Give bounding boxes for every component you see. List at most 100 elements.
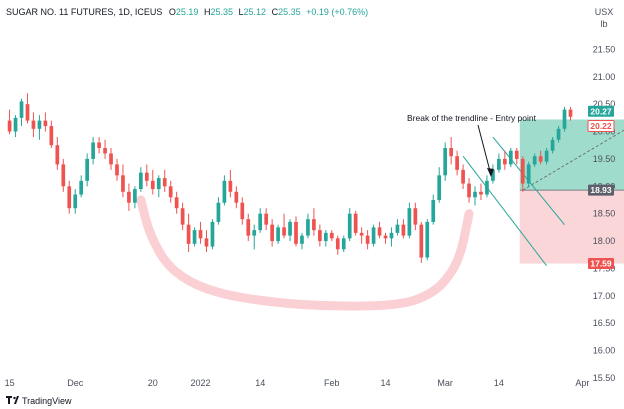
stop-price-tag-bg (588, 258, 614, 270)
candle-body (294, 221, 298, 244)
candle-87 (526, 161, 531, 187)
candle-body (365, 235, 370, 244)
candle-79 (479, 183, 483, 200)
candle-body (544, 150, 549, 162)
candle-body (532, 156, 537, 165)
candle-body (115, 164, 119, 176)
candle-body (312, 219, 316, 231)
candle-15 (97, 137, 101, 154)
candle-70 (425, 219, 430, 261)
candle-42 (258, 208, 263, 233)
candle-51 (312, 208, 316, 236)
tradingview-logo-icon[interactable] (6, 396, 19, 404)
candle-body (252, 230, 257, 236)
price-tick-label: 17.00 (593, 291, 616, 301)
candle-body (467, 183, 471, 198)
candle-29 (180, 202, 185, 231)
candle-body (288, 221, 292, 236)
low-value: 25.12 (244, 7, 267, 17)
candle-body (389, 232, 394, 239)
candle-36 (222, 175, 227, 206)
candle-90 (544, 147, 549, 165)
candle-50 (306, 213, 310, 239)
candle-body (395, 224, 400, 233)
candle-body (31, 120, 36, 129)
candle-17 (109, 147, 113, 170)
time-tick-label: 15 (5, 378, 15, 388)
candle-25 (156, 175, 161, 198)
candle-body (97, 142, 101, 148)
candle-body (329, 232, 334, 239)
candle-60 (365, 230, 370, 250)
time-tick-label: Dec (67, 378, 84, 388)
candle-body (520, 158, 525, 184)
candle-body (371, 227, 376, 244)
candle-55 (335, 235, 340, 255)
candle-body (270, 224, 274, 242)
low-label: L (239, 7, 244, 17)
candle-24 (150, 169, 155, 195)
candle-body (150, 180, 155, 190)
last-price-tag-bg (588, 105, 614, 117)
candle-body (103, 147, 107, 154)
candle-45 (276, 224, 280, 244)
candle-57 (347, 208, 352, 242)
candle-10 (67, 180, 72, 214)
candle-61 (371, 224, 376, 247)
candle-body (335, 238, 340, 250)
price-tick-label: 19.50 (593, 154, 616, 164)
candle-body (25, 104, 30, 121)
candle-body (234, 191, 239, 203)
candle-21 (133, 186, 137, 209)
candle-body (556, 128, 561, 140)
candle-body (461, 169, 465, 184)
candle-26 (162, 169, 167, 192)
candle-2 (19, 98, 24, 127)
candle-body (85, 158, 90, 181)
candle-37 (228, 169, 233, 198)
candle-body (210, 221, 215, 247)
candle-body (127, 191, 131, 203)
candle-body (318, 230, 322, 242)
time-tick-label: 14 (380, 378, 390, 388)
candle-body (425, 221, 430, 258)
candle-0 (7, 109, 12, 135)
candle-body (359, 232, 364, 236)
candle-19 (121, 164, 125, 198)
candle-3 (25, 93, 30, 124)
close-value: 25.35 (278, 7, 301, 17)
price-tick-label: 21.50 (593, 44, 616, 54)
candle-44 (270, 219, 274, 247)
candle-body (174, 197, 179, 209)
candle-body (19, 101, 24, 118)
candle-27 (168, 180, 173, 203)
currency-label: USX (595, 7, 614, 17)
price-tick-label: 20.50 (593, 99, 616, 109)
candle-72 (437, 167, 442, 203)
price-tick-label: 16.00 (593, 346, 616, 356)
trendline-annotation: Break of the trendline - Entry point (407, 113, 537, 123)
annotation-arrowhead (487, 168, 494, 177)
candle-64 (389, 227, 394, 247)
candle-88 (532, 153, 537, 168)
time-tick-label: Mar (437, 378, 453, 388)
candle-92 (556, 126, 561, 143)
target-price-tag-bg (587, 120, 615, 133)
candle-body (437, 175, 442, 200)
price-tick-label: 15.50 (593, 373, 616, 383)
tradingview-brand[interactable]: TradingView (22, 396, 72, 406)
candle-body (449, 147, 453, 157)
candle-body (121, 175, 125, 192)
candle-83 (502, 150, 507, 170)
candle-body (491, 169, 495, 181)
candle-81 (491, 164, 495, 184)
time-tick-label: 14 (255, 378, 265, 388)
candle-75 (455, 150, 459, 176)
candle-66 (401, 219, 406, 239)
unit-label: lb (600, 19, 607, 29)
candle-body (258, 213, 263, 231)
candle-77 (467, 178, 471, 203)
candle-body (192, 230, 197, 244)
candle-body (79, 180, 84, 195)
